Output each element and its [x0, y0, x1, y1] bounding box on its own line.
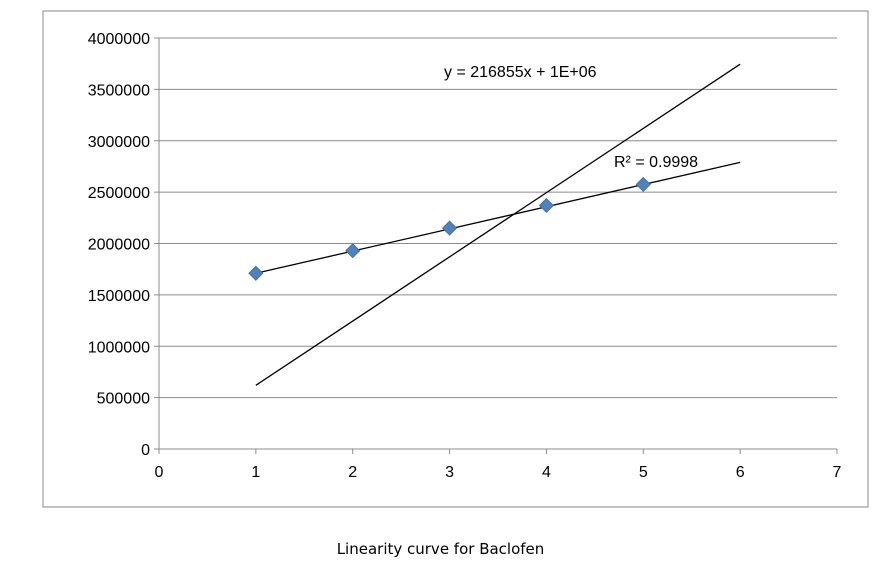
- y-tick-label: 3000000: [88, 134, 150, 151]
- y-tick-label: 2000000: [88, 237, 150, 254]
- x-tick-label: 7: [833, 464, 842, 481]
- x-tick-label: 2: [348, 464, 357, 481]
- y-tick-label: 3500000: [88, 82, 150, 99]
- r-squared-annotation: R² = 0.9998: [614, 154, 698, 171]
- data-point: [248, 265, 264, 281]
- data-point: [442, 220, 458, 236]
- y-tick-label: 1000000: [88, 339, 150, 356]
- y-tick-label: 0: [141, 442, 150, 459]
- x-tick-label: 6: [736, 464, 745, 481]
- trendline-2: [255, 63, 741, 386]
- trendlines: [255, 63, 741, 386]
- y-tick-label: 500000: [97, 391, 150, 408]
- x-tick-label: 3: [445, 464, 454, 481]
- y-tick-label: 1500000: [88, 288, 150, 305]
- trendline-1: [255, 161, 741, 274]
- tick-labels: 0 500000 1000000 1500000 2000000 2500000 30000…: [88, 31, 842, 481]
- data-point: [538, 197, 554, 214]
- x-tick-label: 4: [542, 464, 551, 481]
- y-tick-label: 4000000: [88, 31, 150, 48]
- equation-annotation: y = 216855x + 1E+06: [444, 64, 597, 81]
- chart-caption: Linearity curve for Baclofen: [336, 540, 545, 558]
- data-points: [248, 176, 651, 281]
- x-tick-label: 0: [155, 464, 164, 481]
- x-tick-label: 1: [251, 464, 260, 481]
- gridlines: [159, 37, 837, 399]
- data-point: [635, 176, 651, 192]
- data-point: [345, 243, 361, 259]
- axes: [154, 37, 838, 454]
- y-tick-label: 2500000: [88, 185, 150, 202]
- chart-border: [42, 10, 869, 508]
- x-tick-label: 5: [639, 464, 648, 481]
